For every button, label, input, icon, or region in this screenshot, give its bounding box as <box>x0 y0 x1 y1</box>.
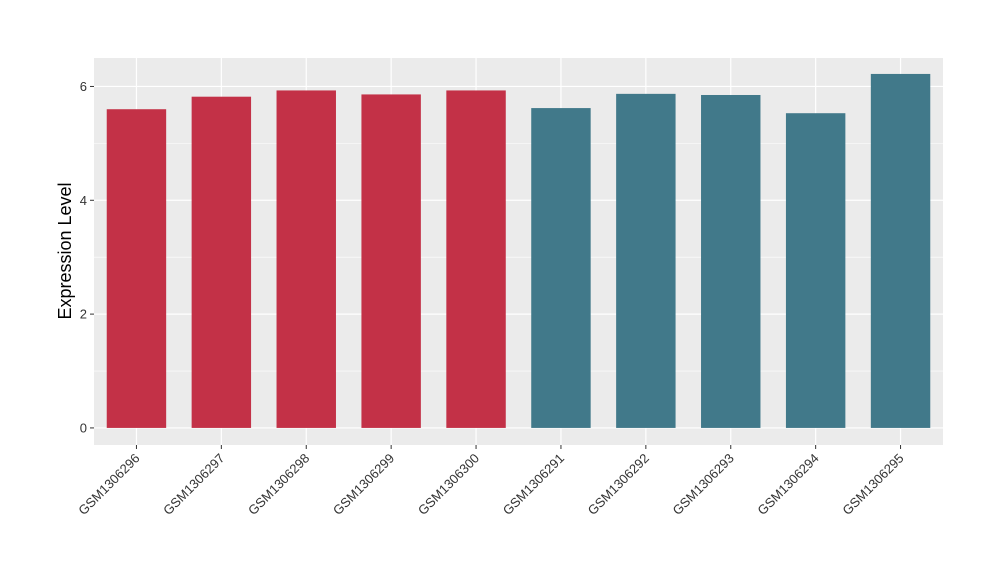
bar <box>785 113 846 428</box>
y-tick-label: 0 <box>80 420 87 435</box>
y-axis: 0 2 4 6 <box>80 79 94 435</box>
bar <box>361 94 421 428</box>
bar <box>446 90 506 428</box>
bar <box>701 94 761 428</box>
x-tick-label: GSM1306293 <box>670 451 737 518</box>
x-tick-label: GSM1306297 <box>160 451 227 518</box>
bars <box>106 73 931 428</box>
x-tick-label: GSM1306295 <box>839 451 906 518</box>
x-tick-label: GSM1306294 <box>754 451 821 518</box>
y-tick-label: 2 <box>80 307 87 322</box>
bar <box>531 108 591 428</box>
x-tick-label: GSM1306299 <box>330 451 397 518</box>
bar <box>191 96 252 428</box>
x-tick-label: GSM1306300 <box>415 451 482 518</box>
bar <box>870 73 931 428</box>
x-tick-label: GSM1306296 <box>75 451 142 518</box>
bar <box>616 93 676 428</box>
x-tick-label: GSM1306292 <box>585 451 652 518</box>
bar <box>276 90 336 428</box>
y-tick-label: 4 <box>80 193 87 208</box>
x-tick-label: GSM1306291 <box>500 451 567 518</box>
y-tick-label: 6 <box>80 79 87 94</box>
bar <box>106 109 167 428</box>
y-axis-title: Expression Level <box>55 182 75 319</box>
x-tick-label: GSM1306298 <box>245 451 312 518</box>
x-axis: GSM1306296 GSM1306297 GSM1306298 GSM1306299… <box>75 445 907 518</box>
